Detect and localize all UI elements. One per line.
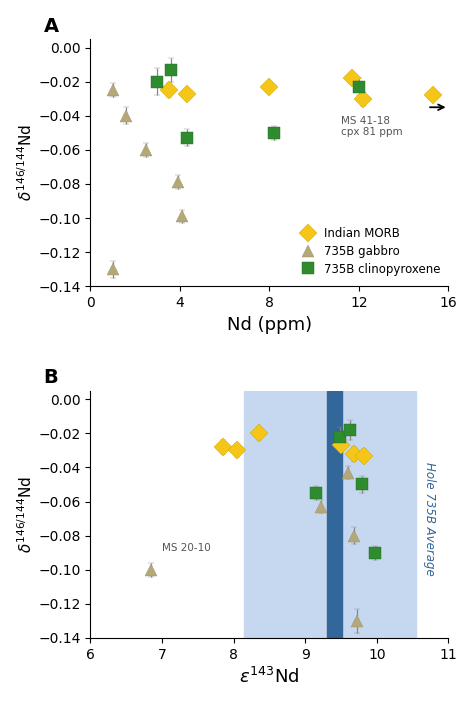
X-axis label: Nd (ppm): Nd (ppm) (227, 315, 312, 334)
Text: MS 20-10: MS 20-10 (162, 543, 210, 553)
Text: Hole 735B Average: Hole 735B Average (423, 462, 436, 575)
Y-axis label: $\delta^{146/144}$Nd: $\delta^{146/144}$Nd (17, 124, 36, 201)
Y-axis label: $\delta^{146/144}$Nd: $\delta^{146/144}$Nd (17, 476, 36, 553)
Bar (327, 391, 342, 638)
Legend: Indian MORB, 735B gabbro, 735B clinopyroxene: Indian MORB, 735B gabbro, 735B clinopyro… (294, 225, 443, 278)
Text: B: B (44, 368, 58, 387)
Bar (244, 391, 416, 638)
X-axis label: $\varepsilon^{143}$Nd: $\varepsilon^{143}$Nd (239, 667, 300, 687)
Text: MS 41-18
cpx 81 ppm: MS 41-18 cpx 81 ppm (341, 115, 402, 137)
Text: A: A (44, 17, 59, 36)
